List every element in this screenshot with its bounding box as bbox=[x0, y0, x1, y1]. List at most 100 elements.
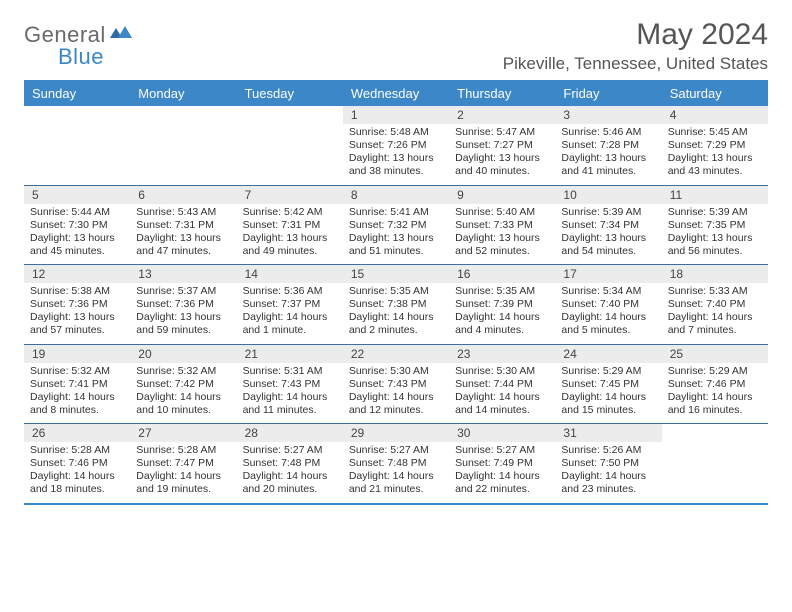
day-24: 24Sunrise: 5:29 AMSunset: 7:45 PMDayligh… bbox=[555, 345, 661, 424]
dow-wednesday: Wednesday bbox=[343, 82, 449, 106]
location: Pikeville, Tennessee, United States bbox=[503, 54, 768, 74]
day-info: Sunrise: 5:35 AMSunset: 7:39 PMDaylight:… bbox=[455, 285, 549, 338]
day-info: Sunrise: 5:38 AMSunset: 7:36 PMDaylight:… bbox=[30, 285, 124, 338]
day-28: 28Sunrise: 5:27 AMSunset: 7:48 PMDayligh… bbox=[237, 424, 343, 503]
header: General May 2024 Pikeville, Tennessee, U… bbox=[24, 18, 768, 74]
day-14: 14Sunrise: 5:36 AMSunset: 7:37 PMDayligh… bbox=[237, 265, 343, 344]
day-info: Sunrise: 5:37 AMSunset: 7:36 PMDaylight:… bbox=[136, 285, 230, 338]
day-9: 9Sunrise: 5:40 AMSunset: 7:33 PMDaylight… bbox=[449, 186, 555, 265]
day-10: 10Sunrise: 5:39 AMSunset: 7:34 PMDayligh… bbox=[555, 186, 661, 265]
sunset-line: Sunset: 7:35 PM bbox=[668, 219, 762, 232]
day-31: 31Sunrise: 5:26 AMSunset: 7:50 PMDayligh… bbox=[555, 424, 661, 503]
day-number: 6 bbox=[130, 186, 236, 204]
day-number: 15 bbox=[343, 265, 449, 283]
sunrise-line: Sunrise: 5:29 AM bbox=[668, 365, 762, 378]
sunrise-line: Sunrise: 5:26 AM bbox=[561, 444, 655, 457]
sunrise-line: Sunrise: 5:28 AM bbox=[136, 444, 230, 457]
day-info: Sunrise: 5:46 AMSunset: 7:28 PMDaylight:… bbox=[561, 126, 655, 179]
sunset-line: Sunset: 7:50 PM bbox=[561, 457, 655, 470]
day-26: 26Sunrise: 5:28 AMSunset: 7:46 PMDayligh… bbox=[24, 424, 130, 503]
daylight-line: Daylight: 13 hours and 56 minutes. bbox=[668, 232, 762, 258]
sunset-line: Sunset: 7:31 PM bbox=[243, 219, 337, 232]
day-number: 23 bbox=[449, 345, 555, 363]
sunrise-line: Sunrise: 5:29 AM bbox=[561, 365, 655, 378]
sunrise-line: Sunrise: 5:27 AM bbox=[349, 444, 443, 457]
sunrise-line: Sunrise: 5:34 AM bbox=[561, 285, 655, 298]
sunset-line: Sunset: 7:33 PM bbox=[455, 219, 549, 232]
calendar: SundayMondayTuesdayWednesdayThursdayFrid… bbox=[24, 80, 768, 505]
day-number: 22 bbox=[343, 345, 449, 363]
sunset-line: Sunset: 7:41 PM bbox=[30, 378, 124, 391]
day-info: Sunrise: 5:27 AMSunset: 7:48 PMDaylight:… bbox=[349, 444, 443, 497]
sunset-line: Sunset: 7:36 PM bbox=[136, 298, 230, 311]
daylight-line: Daylight: 13 hours and 51 minutes. bbox=[349, 232, 443, 258]
day-19: 19Sunrise: 5:32 AMSunset: 7:41 PMDayligh… bbox=[24, 345, 130, 424]
day-empty: . bbox=[662, 424, 768, 503]
day-number: 8 bbox=[343, 186, 449, 204]
day-17: 17 Sunrise: 5:34 AMSunset: 7:40 PMDayligh… bbox=[555, 265, 661, 344]
day-info: Sunrise: 5:47 AMSunset: 7:27 PMDaylight:… bbox=[455, 126, 549, 179]
day-number: 18 bbox=[662, 265, 768, 283]
day-number: 25 bbox=[662, 345, 768, 363]
day-info: Sunrise: 5:28 AMSunset: 7:47 PMDaylight:… bbox=[136, 444, 230, 497]
daylight-line: Daylight: 13 hours and 52 minutes. bbox=[455, 232, 549, 258]
day-number: 26 bbox=[24, 424, 130, 442]
sunset-line: Sunset: 7:31 PM bbox=[136, 219, 230, 232]
day-info: Sunrise: 5:32 AMSunset: 7:41 PMDaylight:… bbox=[30, 365, 124, 418]
sunset-line: Sunset: 7:47 PM bbox=[136, 457, 230, 470]
sunrise-line: Sunrise: 5:30 AM bbox=[455, 365, 549, 378]
daylight-line: Daylight: 14 hours and 10 minutes. bbox=[136, 391, 230, 417]
daylight-line: Daylight: 14 hours and 4 minutes. bbox=[455, 311, 549, 337]
week-row: ...1Sunrise: 5:48 AMSunset: 7:26 PMDayli… bbox=[24, 106, 768, 186]
sunset-line: Sunset: 7:48 PM bbox=[349, 457, 443, 470]
sunset-line: Sunset: 7:48 PM bbox=[243, 457, 337, 470]
day-number: 1 bbox=[343, 106, 449, 124]
sunset-line: Sunset: 7:34 PM bbox=[561, 219, 655, 232]
sunrise-line: Sunrise: 5:48 AM bbox=[349, 126, 443, 139]
day-info: Sunrise: 5:32 AMSunset: 7:42 PMDaylight:… bbox=[136, 365, 230, 418]
daylight-line: Daylight: 14 hours and 16 minutes. bbox=[668, 391, 762, 417]
sunrise-line: Sunrise: 5:27 AM bbox=[243, 444, 337, 457]
sunrise-line: Sunrise: 5:32 AM bbox=[136, 365, 230, 378]
day-11: 11Sunrise: 5:39 AMSunset: 7:35 PMDayligh… bbox=[662, 186, 768, 265]
daylight-line: Daylight: 14 hours and 23 minutes. bbox=[561, 470, 655, 496]
sunset-line: Sunset: 7:46 PM bbox=[30, 457, 124, 470]
day-29: 29 Sunrise: 5:27 AMSunset: 7:48 PMDayligh… bbox=[343, 424, 449, 503]
day-info: Sunrise: 5:29 AMSunset: 7:46 PMDaylight:… bbox=[668, 365, 762, 418]
day-6: 6Sunrise: 5:43 AMSunset: 7:31 PMDaylight… bbox=[130, 186, 236, 265]
daylight-line: Daylight: 14 hours and 5 minutes. bbox=[561, 311, 655, 337]
sunset-line: Sunset: 7:29 PM bbox=[668, 139, 762, 152]
sunset-line: Sunset: 7:28 PM bbox=[561, 139, 655, 152]
dow-friday: Friday bbox=[555, 82, 661, 106]
day-number: 20 bbox=[130, 345, 236, 363]
week-row: 26 Sunrise: 5:28 AM Sunset: 7:46 PM Dayligh… bbox=[24, 424, 768, 505]
sunset-line: Sunset: 7:30 PM bbox=[30, 219, 124, 232]
sunset-line: Sunset: 7:37 PM bbox=[243, 298, 337, 311]
sunrise-line: Sunrise: 5:38 AM bbox=[30, 285, 124, 298]
day-number: 17 bbox=[555, 265, 661, 283]
logo-text-2: Blue bbox=[58, 44, 104, 69]
sunset-line: Sunset: 7:45 PM bbox=[561, 378, 655, 391]
day-info: Sunrise: 5:30 AMSunset: 7:43 PMDaylight:… bbox=[349, 365, 443, 418]
day-3: 3Sunrise: 5:46 AMSunset: 7:28 PMDaylight… bbox=[555, 106, 661, 185]
day-number: 5 bbox=[24, 186, 130, 204]
title-block: May 2024 Pikeville, Tennessee, United St… bbox=[503, 18, 768, 74]
daylight-line: Daylight: 13 hours and 40 minutes. bbox=[455, 152, 549, 178]
day-number: 29 bbox=[343, 424, 449, 442]
day-27: 27 Sunrise: 5:28 AMSunset: 7:47 PMDayligh… bbox=[130, 424, 236, 503]
sunrise-line: Sunrise: 5:30 AM bbox=[349, 365, 443, 378]
day-13: 13Sunrise: 5:37 AMSunset: 7:36 PMDayligh… bbox=[130, 265, 236, 344]
day-number: 21 bbox=[237, 345, 343, 363]
sunset-line: Sunset: 7:32 PM bbox=[349, 219, 443, 232]
day-22: 22 Sunrise: 5:30 AMSunset: 7:43 PMDayligh… bbox=[343, 345, 449, 424]
day-number: 27 bbox=[130, 424, 236, 442]
daylight-line: Daylight: 14 hours and 2 minutes. bbox=[349, 311, 443, 337]
day-1: 1Sunrise: 5:48 AMSunset: 7:26 PMDaylight… bbox=[343, 106, 449, 185]
day-number: 24 bbox=[555, 345, 661, 363]
sunrise-line: Sunrise: 5:44 AM bbox=[30, 206, 124, 219]
day-empty: . bbox=[130, 106, 236, 185]
sunrise-line: Sunrise: 5:39 AM bbox=[668, 206, 762, 219]
day-info: Sunrise: 5:30 AMSunset: 7:44 PMDaylight:… bbox=[455, 365, 549, 418]
daylight-line: Daylight: 14 hours and 7 minutes. bbox=[668, 311, 762, 337]
sunset-line: Sunset: 7:40 PM bbox=[561, 298, 655, 311]
